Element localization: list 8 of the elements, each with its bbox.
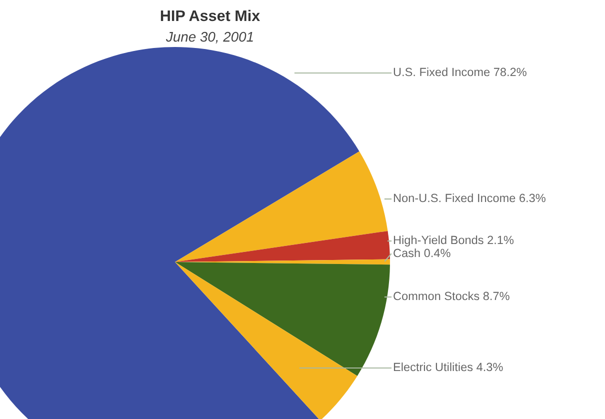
slice-label: U.S. Fixed Income 78.2%	[394, 68, 526, 76]
chart-subtitle: June 30, 2001	[166, 32, 253, 44]
chart-title: HIP Asset Mix	[160, 10, 260, 22]
slice-label: Common Stocks 8.7%	[394, 291, 510, 300]
slice-label: Cash 0.4%	[394, 248, 450, 258]
slice-label: High-Yield Bonds 2.1%	[394, 235, 514, 247]
slice-label: Electric Utilities 4.3%	[394, 362, 503, 372]
slice-label: Non-U.S. Fixed Income 6.3%	[394, 193, 546, 202]
